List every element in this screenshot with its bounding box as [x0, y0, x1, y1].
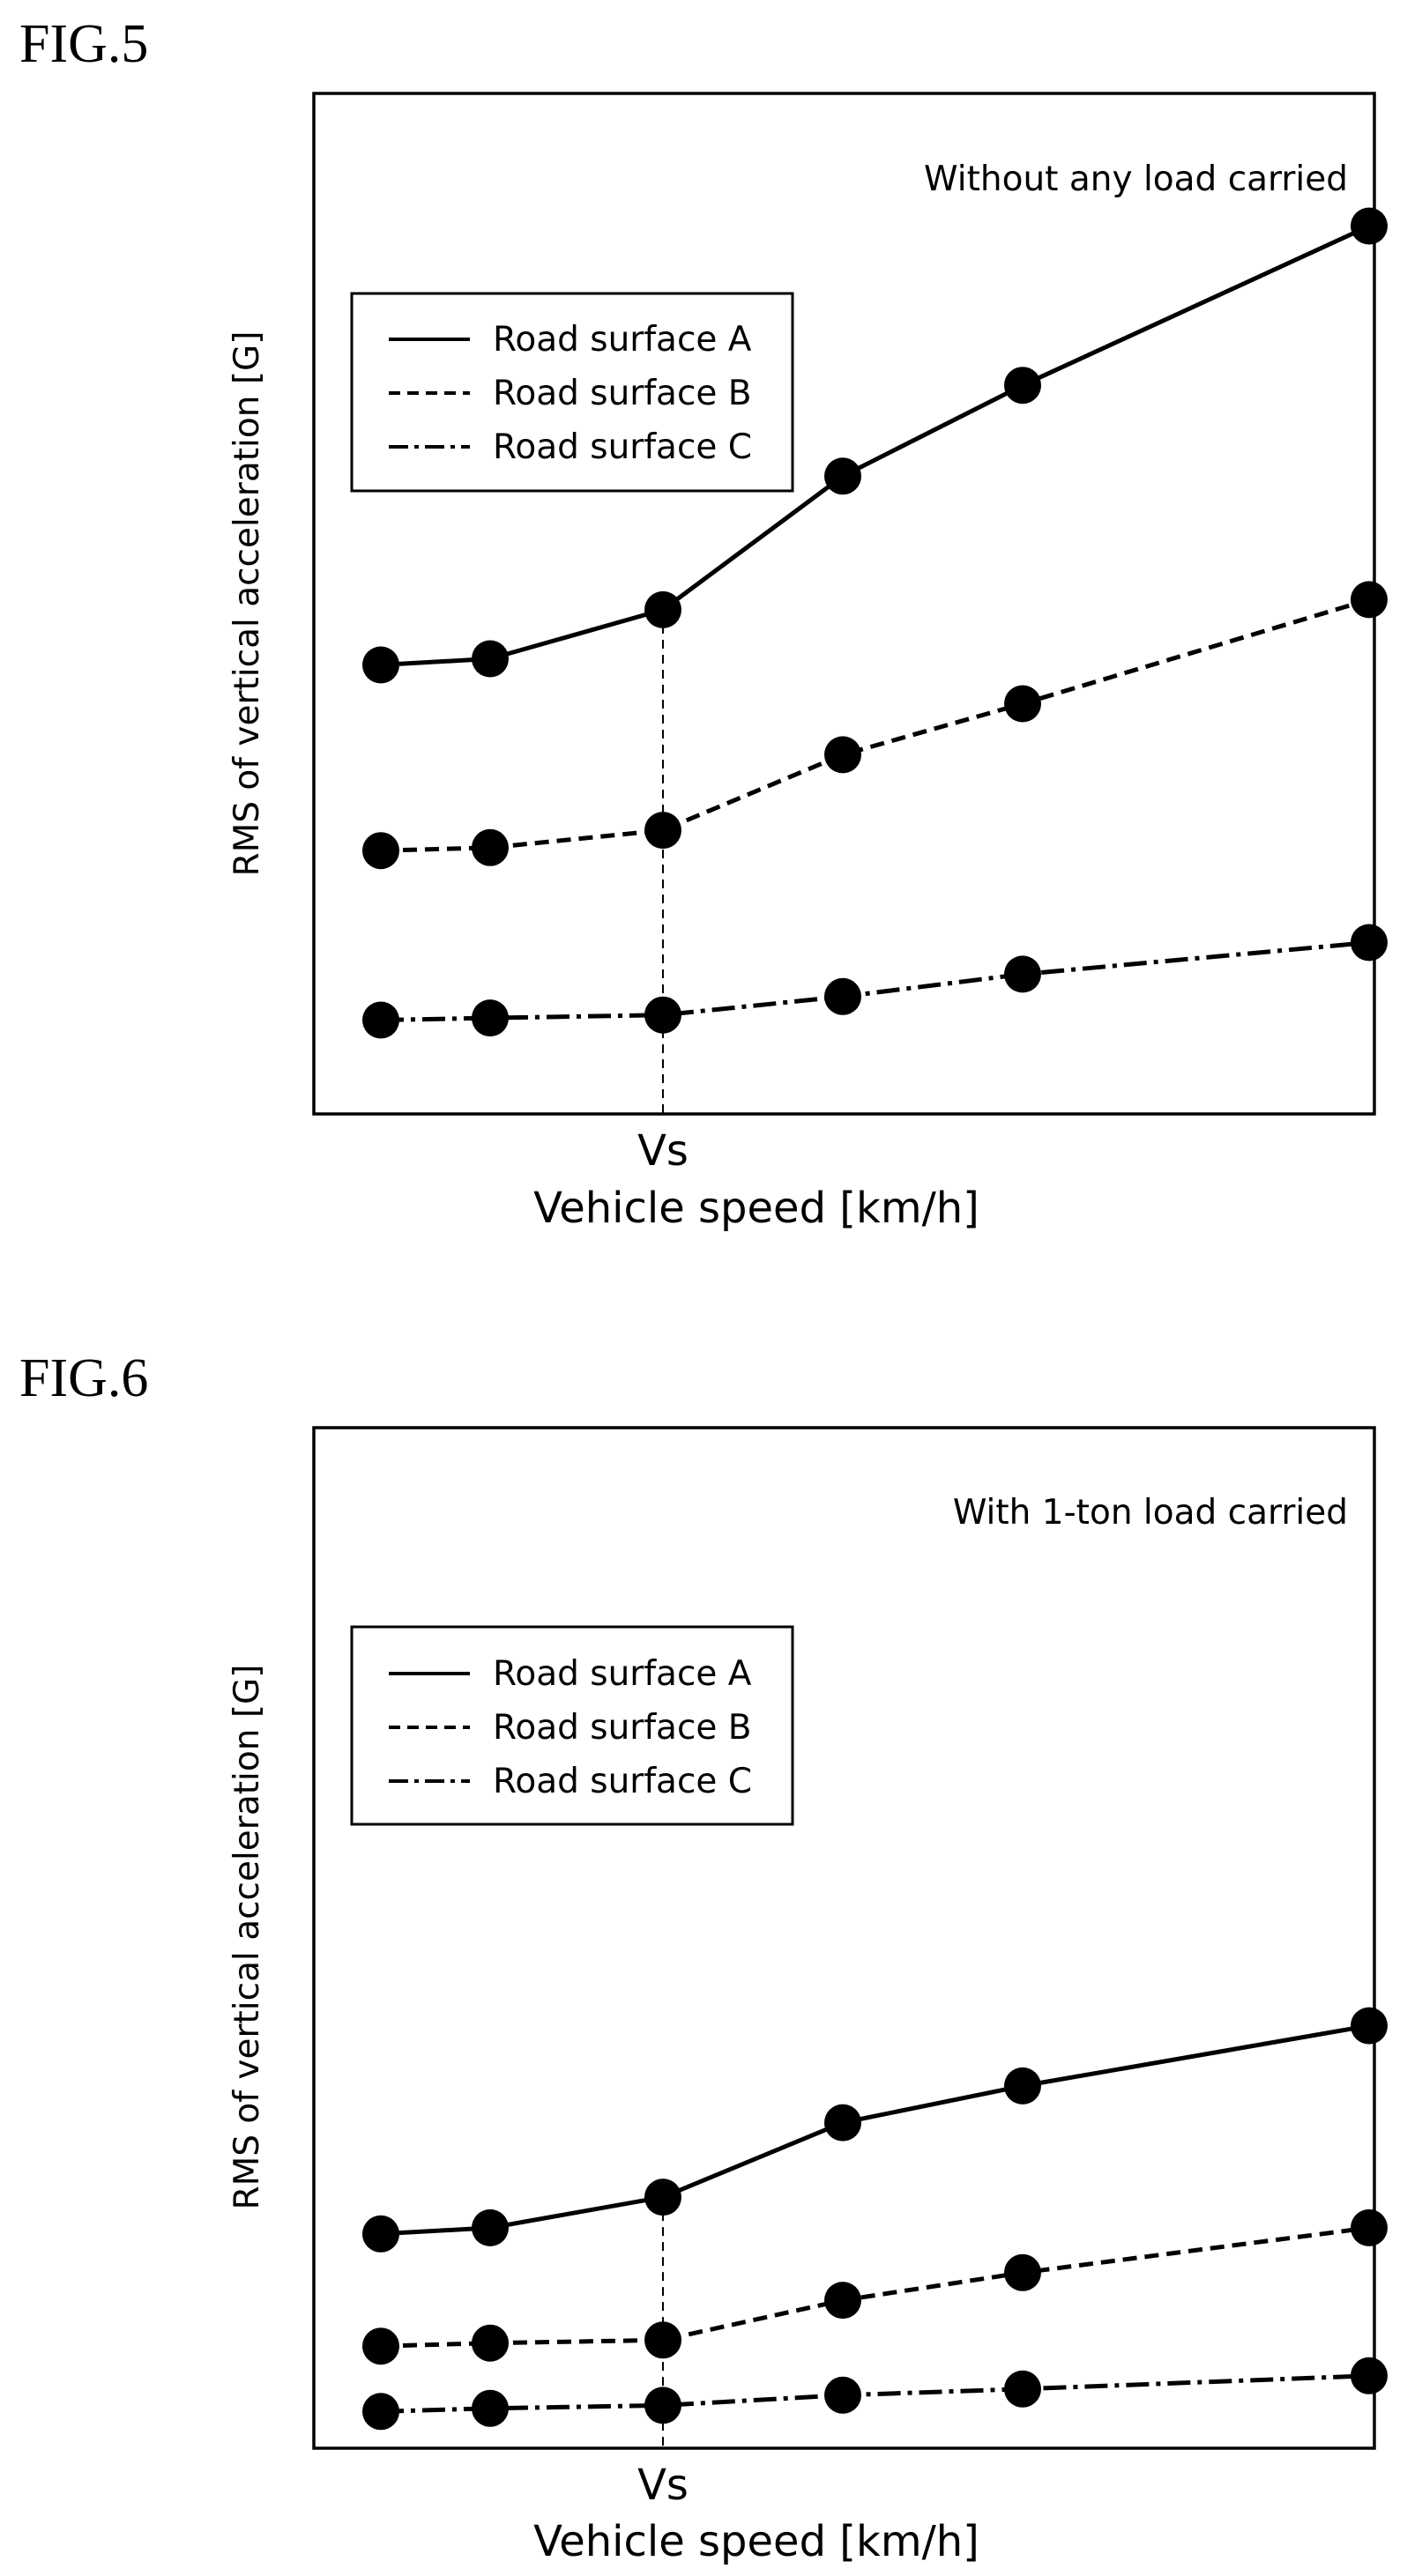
data-point-road-surface-a	[1351, 207, 1388, 245]
figure-label-fig6: FIG.6	[19, 1348, 148, 1408]
data-point-road-surface-b	[1351, 581, 1388, 619]
plot-frame	[312, 1426, 1376, 2450]
series-line-road-surface-c	[380, 2373, 1370, 2414]
data-point-road-surface-a	[824, 457, 861, 495]
chart-annotation: With 1-ton load carried	[953, 1493, 1348, 1533]
series-line-road-surface-b	[380, 598, 1370, 853]
figure-label-fig5: FIG.5	[19, 14, 148, 74]
data-point-road-surface-a	[1004, 367, 1041, 405]
data-point-road-surface-b	[362, 2327, 399, 2365]
data-point-road-surface-c	[1351, 2357, 1388, 2394]
legend-box	[350, 1625, 794, 1826]
data-point-road-surface-b	[472, 2324, 509, 2362]
series-layer	[362, 2007, 1388, 2431]
data-point-road-surface-c	[644, 2387, 681, 2424]
data-point-road-surface-c	[472, 999, 509, 1037]
legend-label-road-surface-c: Road surface C	[493, 427, 752, 467]
x-tick-label-vs: Vs	[637, 2461, 689, 2510]
data-point-road-surface-a	[472, 2209, 509, 2246]
y-axis-label: RMS of vertical acceleration [G]	[227, 1665, 267, 2210]
data-point-road-surface-c	[824, 977, 861, 1015]
chart-annotation: Without any load carried	[924, 160, 1348, 199]
legend-label-road-surface-a: Road surface A	[493, 1654, 752, 1694]
data-point-road-surface-a	[362, 646, 399, 684]
data-point-road-surface-c	[644, 996, 681, 1034]
chart-fig5: FIG.5 Without any load carried Road surf…	[19, 14, 1388, 1233]
legend-box	[350, 292, 794, 493]
data-point-road-surface-a	[644, 590, 681, 628]
chart-fig6: FIG.6 With 1-ton load carried Road surfa…	[19, 1348, 1388, 2566]
data-point-road-surface-c	[362, 1001, 399, 1039]
legend: Road surface A Road surface B Road surface…	[350, 292, 794, 493]
legend-label-road-surface-c: Road surface C	[493, 1762, 752, 1801]
series-line-road-surface-c	[380, 940, 1370, 1022]
legend-label-road-surface-a: Road surface A	[493, 320, 752, 360]
y-axis-label: RMS of vertical acceleration [G]	[227, 331, 267, 877]
data-point-road-surface-b	[824, 736, 861, 774]
data-point-road-surface-a	[824, 2104, 861, 2142]
data-point-road-surface-c	[1004, 2370, 1041, 2408]
data-point-road-surface-b	[1351, 2209, 1388, 2246]
x-axis-label: Vehicle speed [km/h]	[533, 1184, 979, 1233]
data-point-road-surface-b	[472, 828, 509, 866]
data-point-road-surface-c	[824, 2376, 861, 2414]
x-axis-label: Vehicle speed [km/h]	[533, 2517, 979, 2566]
data-point-road-surface-c	[362, 2393, 399, 2431]
data-point-road-surface-c	[472, 2389, 509, 2427]
data-point-road-surface-a	[1004, 2067, 1041, 2105]
legend: Road surface A Road surface B Road surface…	[350, 1625, 794, 1826]
data-point-road-surface-c	[1004, 955, 1041, 993]
data-point-road-surface-b	[1004, 2253, 1041, 2291]
data-point-road-surface-a	[472, 640, 509, 678]
x-tick-label-vs: Vs	[637, 1126, 689, 1176]
data-point-road-surface-b	[644, 2321, 681, 2359]
data-point-road-surface-a	[1351, 2007, 1388, 2045]
legend-label-road-surface-b: Road surface B	[493, 1708, 752, 1748]
data-point-road-surface-b	[1004, 685, 1041, 723]
legend-label-road-surface-b: Road surface B	[493, 374, 752, 413]
series-line-road-surface-b	[380, 2225, 1370, 2349]
series-line-road-surface-a	[380, 2023, 1370, 2237]
data-point-road-surface-a	[362, 2215, 399, 2253]
series-layer	[362, 207, 1388, 1039]
data-point-road-surface-b	[644, 812, 681, 850]
data-point-road-surface-c	[1351, 924, 1388, 961]
plot-frame	[312, 92, 1376, 1116]
data-point-road-surface-a	[644, 2179, 681, 2216]
data-point-road-surface-b	[824, 2282, 861, 2320]
data-point-road-surface-b	[362, 832, 399, 870]
